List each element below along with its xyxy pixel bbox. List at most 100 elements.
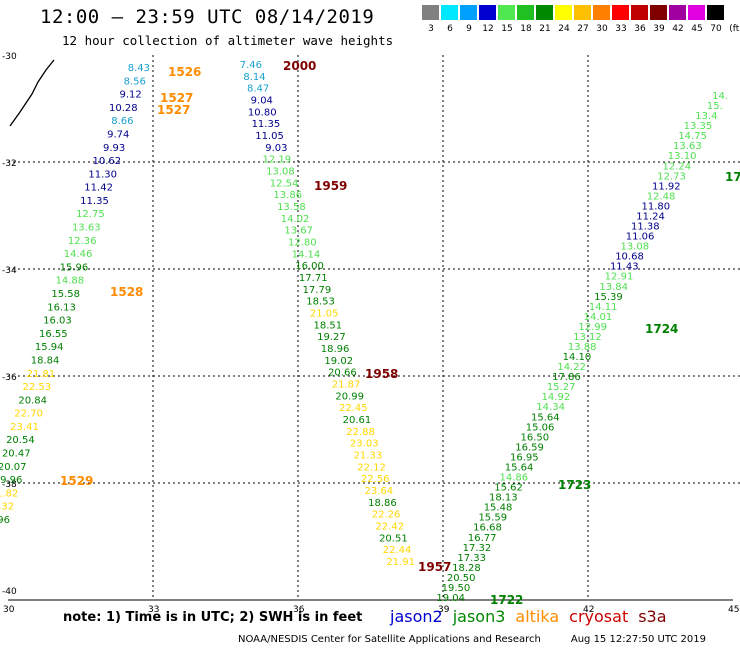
- wave-height-value: 15.64: [531, 412, 560, 423]
- wave-height-value: 15.64: [505, 462, 534, 473]
- units-note: note: 1) Time is in UTC; 2) SWH is in fe…: [63, 610, 363, 625]
- wave-height-value: 23.03: [350, 439, 379, 450]
- wave-height-value: 17.32: [463, 543, 492, 554]
- wave-height-value: 13.86: [273, 190, 302, 201]
- wave-height-value: 19.50: [442, 583, 471, 594]
- colorbar-swatch: [707, 5, 724, 20]
- wave-height-value: 14.10: [563, 352, 592, 363]
- wave-height-value: 22.26: [372, 510, 401, 521]
- wave-height-value: 9.04: [251, 96, 273, 107]
- pass-time-label: 1959: [314, 179, 347, 193]
- wave-height-value: 9.03: [265, 143, 287, 154]
- wave-height-value: 22.88: [346, 427, 375, 438]
- chart-subtitle: 12 hour collection of altimeter wave hei…: [62, 33, 394, 48]
- wave-height-value: 11.43: [610, 262, 639, 273]
- wave-height-value: 8.47: [247, 84, 269, 95]
- wave-height-value: 19.96: [0, 475, 22, 486]
- colorbar-label: 39: [653, 24, 665, 34]
- colorbar-swatch: [688, 5, 705, 20]
- lon-tick-label: 42: [583, 605, 594, 615]
- wave-height-value: 14.11: [589, 302, 618, 313]
- wave-height-value: 8.66: [111, 116, 133, 127]
- source-credit: NOAA/NESDIS Center for Satellite Applica…: [238, 634, 541, 645]
- satellite-legend: jason2 jason3 altika cryosat s3a: [390, 607, 677, 626]
- wave-height-value: 20.51: [379, 533, 408, 544]
- wave-height-value: 20.66: [328, 368, 357, 379]
- pass-time-label: 2000: [283, 59, 316, 73]
- wave-height-value: 18.96: [0, 515, 10, 526]
- legend-altika: altika: [515, 607, 560, 626]
- wave-height-value: 18.51: [314, 320, 343, 331]
- colorbar-label: 33: [615, 24, 627, 34]
- colorbar-swatch: [422, 5, 439, 20]
- wave-height-value: 23.41: [10, 422, 39, 433]
- wave-height-value: 11.05: [255, 131, 284, 142]
- colorbar-label: 42: [672, 24, 684, 34]
- wave-height-value: 10.80: [248, 107, 277, 118]
- wave-height-value: 12.24: [663, 161, 692, 172]
- wave-height-value: 15.58: [51, 289, 80, 300]
- wave-height-value: 15.27: [547, 382, 576, 393]
- wave-height-value: 14.86: [499, 473, 528, 484]
- wave-height-value: 10.68: [615, 252, 644, 263]
- legend-jason2: jason2: [390, 607, 443, 626]
- colorbar-label: 15: [501, 24, 513, 34]
- wave-height-value: 20.54: [6, 435, 35, 446]
- wave-height-value: 17.71: [299, 273, 328, 284]
- wave-height-value: 16.55: [39, 329, 68, 340]
- wave-height-value: 8.43: [128, 63, 150, 74]
- wave-height-value: 12.99: [578, 322, 607, 333]
- wave-height-value: 13.35: [684, 121, 713, 132]
- coastline: [9, 59, 55, 127]
- pass-1722-1724-track: 19.0419.5020.5018.2817.3317.3216.7716.68…: [436, 91, 740, 607]
- wave-height-value: 21.81: [27, 369, 56, 380]
- wave-height-value: 11.35: [80, 196, 109, 207]
- pass-time-label: 1723: [558, 478, 591, 492]
- wave-height-value: 13.58: [277, 202, 306, 213]
- wave-height-value: 8.14: [243, 72, 265, 83]
- wave-height-value: 14.01: [584, 312, 613, 323]
- wave-height-value: 18.86: [368, 498, 397, 509]
- wave-height-value: 14.: [712, 91, 728, 102]
- wave-height-value: 19.02: [324, 356, 353, 367]
- wave-height-value: 13.88: [568, 342, 597, 353]
- wave-height-value: 22.70: [14, 409, 43, 420]
- colorbar-swatch: [574, 5, 591, 20]
- pass-time-label: 17: [725, 170, 740, 184]
- wave-height-value: 18.28: [452, 563, 481, 574]
- wave-height-value: 13.67: [284, 226, 313, 237]
- wave-height-value: 12.80: [288, 238, 317, 249]
- wave-height-value: 15.: [707, 101, 723, 112]
- wave-height-value: 15.39: [594, 292, 623, 303]
- wave-height-value: 13.10: [668, 151, 697, 162]
- wave-height-value: 12.19: [263, 155, 292, 166]
- wave-height-value: 20.61: [343, 415, 372, 426]
- wave-height-value: 18.84: [31, 355, 60, 366]
- wave-height-value: 20.50: [447, 573, 476, 584]
- colorbar-swatch: [517, 5, 534, 20]
- wave-height-value: 19.27: [317, 332, 346, 343]
- wave-height-value: 10.62: [93, 156, 122, 167]
- wave-height-value: 15.62: [494, 483, 523, 494]
- wave-height-value: 16.68: [473, 523, 502, 534]
- wave-height-value: 20.99: [335, 391, 364, 402]
- wave-height-value: 11.80: [641, 201, 670, 212]
- wave-height-value: 16.77: [468, 533, 497, 544]
- pass-time-label: 1957: [418, 560, 451, 574]
- pass-time-label: 1527: [157, 103, 190, 117]
- colorbar-swatch: [669, 5, 686, 20]
- wave-height-value: 11.38: [631, 222, 660, 233]
- wave-height-value: 16.03: [43, 316, 72, 327]
- wave-height-value: 15.48: [484, 503, 513, 514]
- wave-height-value: 13.08: [266, 167, 295, 178]
- pass-1957-2000-track: 7.468.148.479.0410.8011.3511.059.0312.19…: [240, 59, 452, 574]
- generated-timestamp: Aug 15 12:27:50 UTC 2019: [570, 634, 707, 645]
- wave-height-value: 14.92: [542, 392, 571, 403]
- wave-height-value: 13.84: [599, 282, 628, 293]
- wave-height-value: 13.63: [673, 141, 702, 152]
- wave-height-value: 22.45: [339, 403, 368, 414]
- wave-height-value: 18.96: [321, 344, 350, 355]
- legend-s3a: s3a: [638, 607, 667, 626]
- wave-height-value: 15.59: [478, 513, 507, 524]
- wave-height-value: 11.92: [652, 181, 681, 192]
